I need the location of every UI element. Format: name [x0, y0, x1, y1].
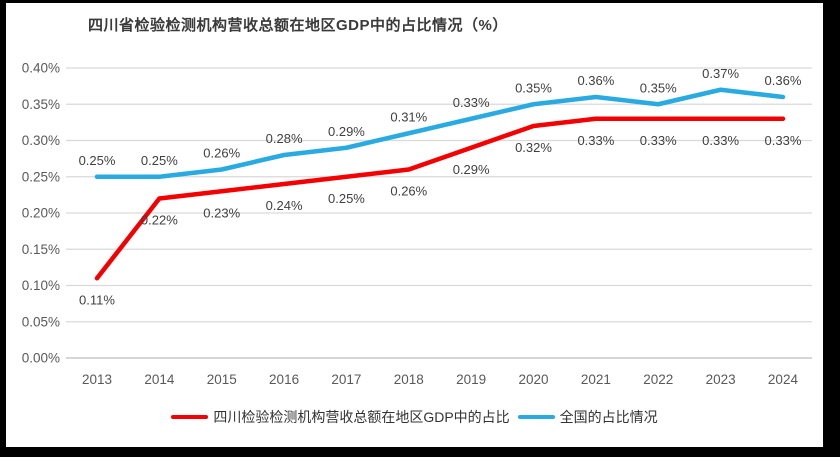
- y-tick-label: 0.00%: [22, 351, 60, 366]
- series-line-1: [94, 87, 786, 179]
- x-tick-label: 2015: [207, 372, 237, 387]
- gridlines: [66, 67, 812, 359]
- x-tick-label: 2021: [581, 372, 611, 387]
- y-tick-label: 0.10%: [22, 278, 60, 293]
- data-label: 0.35%: [515, 80, 552, 95]
- line-chart: 0.00% 0.05% 0.10% 0.15% 0.20% 0.25% 0.30% 0.35%…: [22, 61, 812, 387]
- data-label: 0.36%: [577, 73, 614, 88]
- data-label: 0.23%: [203, 205, 240, 220]
- data-label: 0.31%: [390, 109, 427, 124]
- y-tick-label: 0.05%: [22, 314, 60, 329]
- x-tick-label: 2020: [518, 372, 548, 387]
- legend-item-national: 全国的占比情况: [517, 407, 658, 427]
- chart-title: 四川省检验检测机构营收总额在地区GDP中的占比情况（%）: [88, 17, 508, 34]
- data-label: 0.33%: [640, 133, 677, 148]
- y-tick-label: 0.40%: [22, 61, 60, 76]
- data-label: 0.35%: [640, 80, 677, 95]
- y-tick-label: 0.30%: [22, 133, 60, 148]
- data-label: 0.28%: [266, 131, 303, 146]
- data-label: 0.26%: [203, 146, 240, 161]
- data-label: 0.24%: [266, 198, 303, 213]
- data-label: 0.37%: [702, 66, 739, 81]
- y-tick-label: 0.35%: [22, 97, 60, 112]
- data-label: 0.22%: [141, 213, 178, 228]
- series-line-0: [94, 116, 786, 281]
- x-tick-label: 2023: [706, 372, 736, 387]
- legend-swatch-national-icon: [517, 414, 555, 420]
- data-labels-series-0: 0.11% 0.22% 0.23% 0.24% 0.25% 0.26% 0.29% 0.32%…: [79, 133, 802, 308]
- data-label: 0.26%: [390, 184, 427, 199]
- data-label: 0.29%: [453, 162, 490, 177]
- x-tick-label: 2017: [331, 372, 361, 387]
- x-tick-label: 2016: [269, 372, 299, 387]
- data-labels-series-1: 0.25% 0.25% 0.26% 0.28% 0.29% 0.31% 0.33% 0.35%…: [79, 66, 802, 168]
- data-label: 0.25%: [79, 153, 116, 168]
- data-label: 0.36%: [765, 73, 802, 88]
- legend-item-sichuan: 四川检验检测机构营收总额在地区GDP中的占比: [171, 407, 510, 427]
- data-label: 0.25%: [141, 153, 178, 168]
- y-tick-label: 0.15%: [22, 242, 60, 257]
- x-axis-labels: 2013 2014 2015 2016 2017 2018 2019 2020 2021 2022…: [82, 372, 798, 387]
- x-tick-label: 2013: [82, 372, 112, 387]
- legend-swatch-sichuan-icon: [171, 414, 209, 420]
- data-label: 0.25%: [328, 191, 365, 206]
- data-label: 0.33%: [702, 133, 739, 148]
- x-tick-label: 2022: [643, 372, 673, 387]
- x-tick-label: 2024: [768, 372, 799, 387]
- x-tick-label: 2019: [456, 372, 486, 387]
- y-tick-label: 0.25%: [22, 169, 60, 184]
- data-label: 0.11%: [79, 292, 115, 307]
- chart-panel: 0.00% 0.05% 0.10% 0.15% 0.20% 0.25% 0.30% 0.35%…: [6, 3, 823, 447]
- data-label: 0.33%: [577, 133, 614, 148]
- x-tick-label: 2018: [394, 372, 424, 387]
- legend-label-national: 全国的占比情况: [559, 409, 658, 425]
- data-label: 0.32%: [515, 140, 552, 155]
- x-tick-label: 2014: [144, 372, 175, 387]
- legend-label-sichuan: 四川检验检测机构营收总额在地区GDP中的占比: [213, 409, 510, 425]
- data-label: 0.29%: [328, 124, 365, 139]
- data-label: 0.33%: [765, 133, 802, 148]
- y-axis-labels: 0.00% 0.05% 0.10% 0.15% 0.20% 0.25% 0.30% 0.35%…: [22, 61, 60, 366]
- chart-legend: 四川检验检测机构营收总额在地区GDP中的占比 全国的占比情况: [6, 407, 823, 427]
- y-tick-label: 0.20%: [22, 206, 60, 221]
- data-label: 0.33%: [453, 95, 490, 110]
